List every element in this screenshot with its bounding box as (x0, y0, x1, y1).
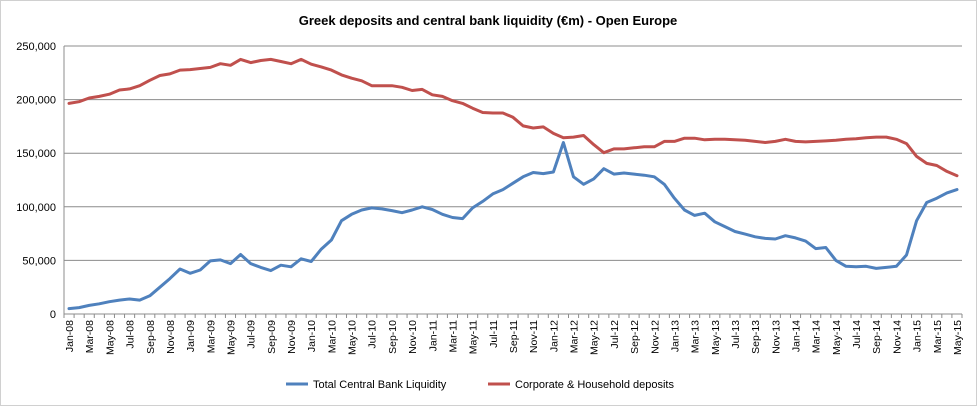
x-tick-label: Sep-08 (145, 320, 157, 354)
x-tick-label: Jul-14 (851, 320, 863, 349)
y-tick-label: 200,000 (16, 95, 56, 107)
x-tick-label: Mar-12 (569, 320, 581, 353)
x-tick-label: May-11 (468, 320, 480, 354)
y-tick-label: 250,000 (16, 41, 56, 53)
x-tick-label: Sep-09 (266, 320, 278, 354)
x-tick-label: Jan-12 (548, 320, 560, 352)
x-tick-label: Nov-12 (649, 320, 661, 354)
x-tick-label: May-09 (225, 320, 237, 355)
y-tick-label: 50,000 (22, 255, 56, 267)
x-tick-label: Jan-14 (791, 320, 803, 352)
x-tick-label: Jul-11 (488, 320, 500, 348)
x-axis: Jan-08 Mar-08 May-08 Jul-08 Sep-08 Nov-08 Jan-… (63, 313, 964, 355)
x-tick-label: May-15 (952, 320, 964, 355)
x-tick-label: May-08 (104, 320, 116, 355)
x-tick-label: Sep-11 (508, 320, 520, 353)
x-tick-label: Jul-09 (246, 320, 258, 349)
x-tick-label: Jul-13 (730, 320, 742, 349)
gridlines (64, 45, 962, 261)
x-tick-label: Jan-11 (427, 320, 439, 351)
x-tick-label: Jan-10 (306, 320, 318, 352)
legend: Total Central Bank Liquidity Corporate & … (286, 379, 674, 391)
x-tick-label: Jan-08 (64, 320, 76, 352)
x-tick-label: May-10 (347, 320, 359, 355)
x-tick-label: Mar-15 (932, 320, 944, 353)
legend-label: Total Central Bank Liquidity (313, 379, 447, 391)
x-tick-label: Mar-08 (84, 320, 96, 353)
x-tick-label: Jan-09 (185, 320, 197, 352)
y-tick-label: 150,000 (16, 148, 56, 160)
x-tick-label: Mar-13 (690, 320, 702, 353)
x-tick-label: Sep-10 (387, 320, 399, 354)
x-tick-label: Jan-13 (669, 320, 681, 352)
x-tick-label: Mar-14 (811, 320, 823, 353)
legend-label: Corporate & Household deposits (515, 379, 674, 391)
x-tick-label: Mar-09 (205, 320, 217, 353)
x-tick-label: Nov-09 (286, 320, 298, 354)
x-tick-label: Mar-10 (326, 320, 338, 353)
series-group (67, 57, 959, 311)
y-tick-label: 0 (50, 309, 56, 321)
x-tick-label: Sep-13 (750, 320, 762, 354)
x-tick-label: Nov-11 (528, 320, 540, 353)
series-line-1 (67, 57, 959, 178)
x-tick-label: Sep-14 (871, 320, 883, 354)
x-tick-label: Nov-14 (891, 320, 903, 354)
x-tick-label: May-14 (831, 320, 843, 355)
series-line-0 (67, 141, 959, 311)
x-tick-label: May-12 (589, 320, 601, 355)
y-axis: 0 50,000 100,000 150,000 200,000 250,000 (16, 41, 65, 321)
chart-title: Greek deposits and central bank liquidit… (299, 13, 678, 28)
y-tick-label: 100,000 (16, 202, 56, 214)
x-tick-label: Jul-08 (125, 320, 137, 349)
x-tick-label: Mar-11 (447, 320, 459, 353)
x-tick-label: Nov-10 (407, 320, 419, 354)
x-tick-label: May-13 (710, 320, 722, 355)
x-tick-label: Jan-15 (912, 320, 924, 352)
x-tick-label: Nov-13 (770, 320, 782, 354)
x-tick-label: Nov-08 (165, 320, 177, 354)
x-tick-label: Sep-12 (629, 320, 641, 354)
x-tick-label: Jul-12 (609, 320, 621, 349)
x-tick-label: Jul-10 (367, 320, 379, 349)
